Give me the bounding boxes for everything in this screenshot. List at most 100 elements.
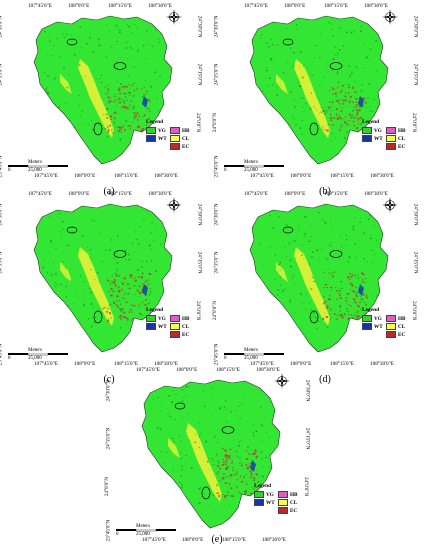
construction-pixel <box>115 274 118 277</box>
terrain-pixel <box>307 67 309 69</box>
terrain-pixel <box>141 266 143 268</box>
construction-pixel <box>117 290 121 293</box>
terrain-pixel <box>226 467 228 469</box>
construction-pixel <box>143 86 145 88</box>
cultivated-land-patch <box>168 438 180 458</box>
lat-label-right: 24°15'0"N <box>196 63 203 86</box>
terrain-pixel <box>318 320 320 323</box>
terrain-pixel <box>60 103 61 105</box>
terrain-pixel <box>290 91 292 93</box>
terrain-pixel <box>194 441 197 443</box>
terrain-pixel <box>360 217 362 219</box>
terrain-pixel <box>208 469 210 471</box>
legend-label: VG <box>374 127 382 134</box>
terrain-pixel <box>260 451 263 453</box>
terrain-pixel <box>173 488 175 491</box>
cultivated-land-corridor <box>78 247 114 326</box>
construction-pixel <box>339 102 341 105</box>
terrain-pixel <box>141 101 143 103</box>
lon-label-bottom: 107°45'0"E <box>34 361 58 367</box>
construction-pixel <box>236 450 238 453</box>
terrain-pixel <box>143 44 145 47</box>
terrain-pixel <box>92 51 95 53</box>
terrain-pixel <box>205 440 207 443</box>
terrain-pixel <box>338 27 341 29</box>
terrain-pixel <box>153 399 155 400</box>
terrain-pixel <box>347 261 349 263</box>
terrain-pixel <box>340 235 342 237</box>
terrain-pixel <box>203 390 205 392</box>
terrain-pixel <box>96 271 99 274</box>
construction-pixel <box>121 131 122 133</box>
terrain-pixel <box>268 85 270 87</box>
terrain-pixel <box>327 324 329 326</box>
terrain-pixel <box>128 109 130 111</box>
legend-label: HB <box>398 315 406 322</box>
construction-pixel <box>111 129 113 131</box>
terrain-pixel <box>337 81 340 84</box>
construction-pixel <box>357 315 360 317</box>
terrain-pixel <box>336 72 339 75</box>
terrain-pixel <box>340 315 342 317</box>
land-cover-map <box>33 203 173 353</box>
terrain-pixel <box>302 107 304 108</box>
terrain-pixel <box>313 226 314 227</box>
construction-pixel <box>232 466 234 469</box>
highlight-ellipse <box>309 122 319 136</box>
lat-label-left: 24°30'0"N <box>0 15 4 38</box>
construction-pixel <box>329 89 331 92</box>
terrain-pixel <box>371 111 374 112</box>
construction-pixel <box>351 275 353 278</box>
terrain-pixel <box>316 109 317 111</box>
construction-pixel <box>344 99 347 102</box>
terrain-pixel <box>47 109 50 111</box>
terrain-pixel <box>260 123 262 125</box>
construction-pixel <box>361 281 364 283</box>
terrain-pixel <box>163 463 165 465</box>
construction-pixel <box>348 92 350 94</box>
terrain-pixel <box>116 262 119 264</box>
terrain-pixel <box>180 469 183 471</box>
terrain-pixel <box>114 257 116 259</box>
terrain-pixel <box>65 282 67 283</box>
terrain-pixel <box>118 87 121 89</box>
terrain-pixel <box>127 293 130 295</box>
terrain-pixel <box>60 90 62 92</box>
construction-pixel <box>330 118 332 121</box>
legend-item-cl: CL <box>386 323 405 330</box>
terrain-pixel <box>53 45 55 47</box>
legend-label: EC <box>398 331 406 338</box>
terrain-pixel <box>122 125 124 127</box>
construction-pixel <box>122 311 126 314</box>
terrain-pixel <box>184 462 186 464</box>
construction-pixel <box>138 125 141 128</box>
lat-label-left: 23°45'0"N <box>105 519 112 542</box>
scale-unit: Meters <box>28 348 42 353</box>
terrain-pixel <box>211 387 213 389</box>
construction-pixel <box>338 290 341 292</box>
lat-label-right: 24°15'0"N <box>412 63 419 86</box>
terrain-pixel <box>51 55 53 57</box>
terrain-pixel <box>270 38 272 41</box>
terrain-pixel <box>285 28 288 29</box>
terrain-pixel <box>369 105 371 107</box>
construction-pixel <box>118 126 121 128</box>
terrain-pixel <box>87 247 89 248</box>
construction-pixel <box>324 129 327 131</box>
terrain-pixel <box>340 281 343 283</box>
construction-pixel <box>225 475 227 477</box>
terrain-pixel <box>181 389 183 391</box>
terrain-pixel <box>125 120 127 122</box>
construction-pixel <box>327 124 330 125</box>
legend-swatch <box>170 143 180 150</box>
terrain-pixel <box>48 23 51 25</box>
terrain-pixel <box>299 85 301 87</box>
legend-item-cl: CL <box>278 499 297 506</box>
lon-label-bottom: 108°30'0"E <box>154 361 178 367</box>
terrain-pixel <box>81 33 83 35</box>
lon-label-top: 108°0'0"E <box>176 367 198 373</box>
terrain-pixel <box>73 303 75 305</box>
terrain-pixel <box>294 138 296 140</box>
construction-pixel <box>227 491 230 493</box>
terrain-pixel <box>280 276 282 278</box>
